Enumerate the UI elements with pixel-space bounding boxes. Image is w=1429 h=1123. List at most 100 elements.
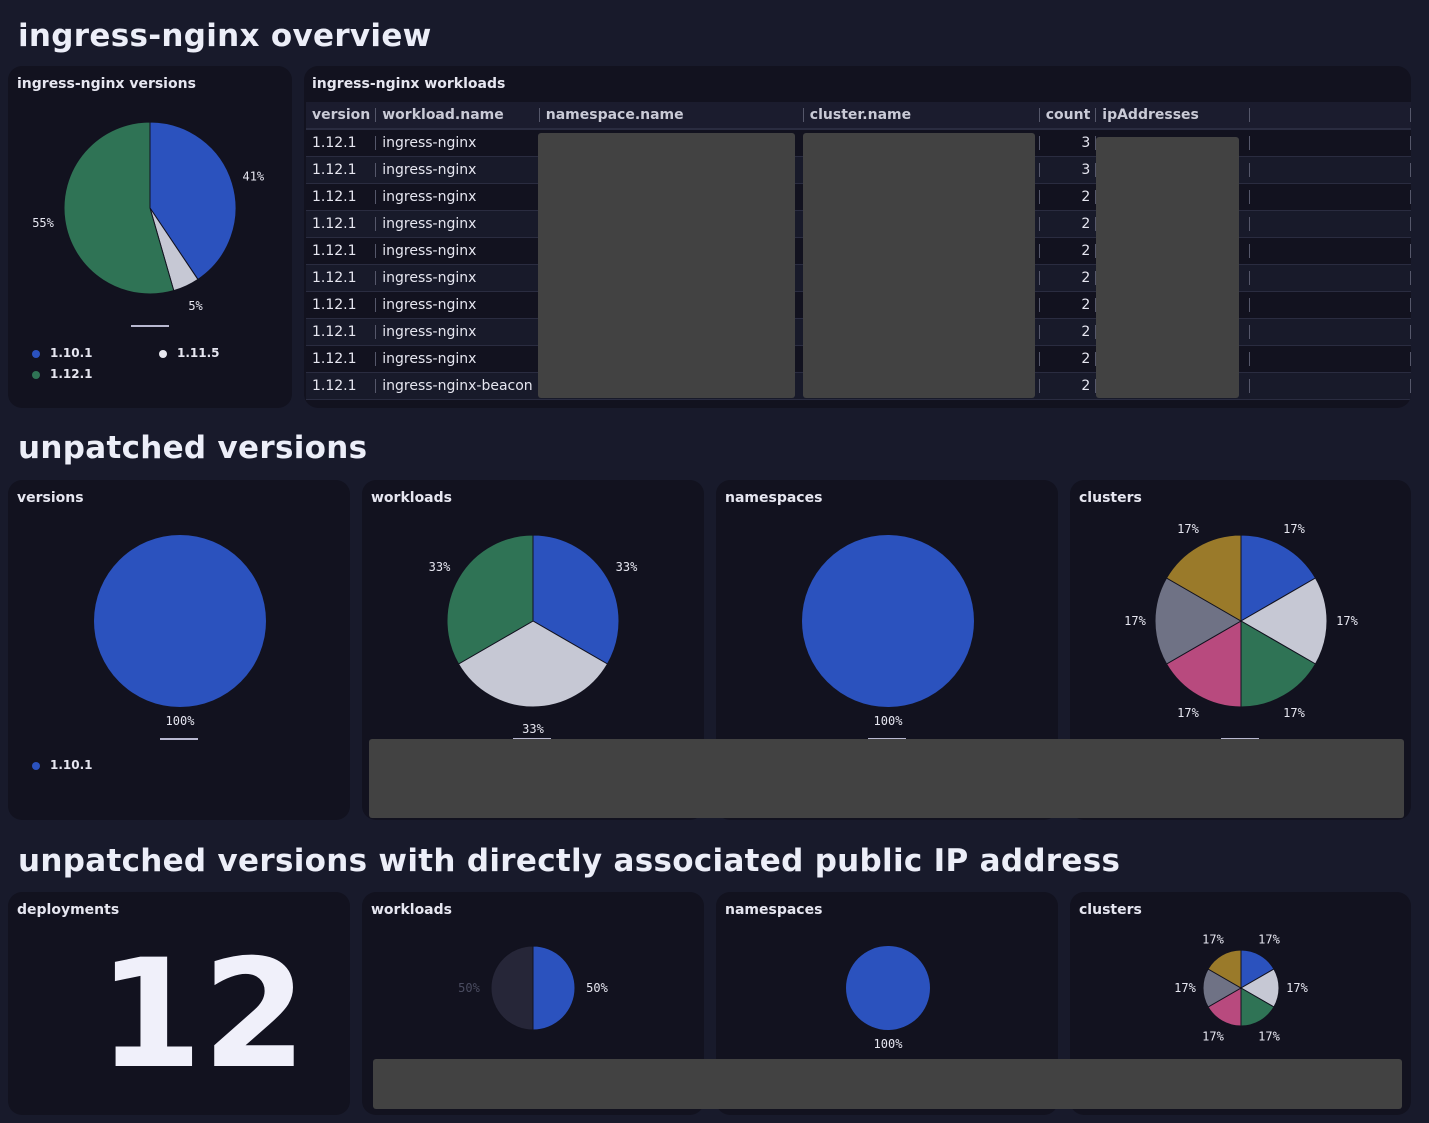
redacted-cluster	[803, 133, 1035, 398]
pie-slice[interactable]	[532, 945, 576, 1031]
column-header-count[interactable]: count	[1039, 102, 1097, 130]
pie-slice[interactable]	[490, 945, 534, 1031]
legend-item[interactable]: 1.11.5	[159, 346, 220, 360]
pie-slice-label: 17%	[1258, 933, 1280, 947]
column-header-namespace[interactable]: namespace.name	[539, 102, 804, 130]
legend-item[interactable]: 1.10.1	[32, 758, 93, 772]
cell-workload: ingress-nginx	[376, 345, 541, 373]
cell-workload: ingress-nginx	[376, 156, 541, 184]
pie-slice-label: 17%	[1124, 614, 1146, 628]
pie-slice-label: 50%	[586, 981, 608, 995]
panel-title: clusters	[1079, 490, 1142, 506]
pie-slice-label: 41%	[242, 170, 264, 184]
pie-slice[interactable]	[1154, 577, 1243, 665]
pie-slice[interactable]	[1240, 620, 1317, 708]
cell-version: 1.12.1	[306, 264, 377, 292]
panel-title: namespaces	[725, 490, 823, 506]
cell-version: 1.12.1	[306, 291, 377, 319]
pie-slice-label: 5%	[188, 299, 203, 313]
cell-workload: ingress-nginx	[376, 237, 541, 265]
pie-slice[interactable]	[1239, 577, 1328, 665]
legend-label: 1.10.1	[50, 758, 93, 772]
cell-workload: ingress-nginx-beacon	[376, 372, 541, 400]
panel-title: ingress-nginx workloads	[312, 76, 506, 92]
panel-title: deployments	[17, 902, 120, 918]
legend-dot-icon	[159, 349, 167, 358]
pie-slice-label: 33%	[616, 560, 638, 574]
cell-count: 2	[1039, 183, 1097, 211]
cell-filler	[1249, 318, 1411, 346]
pie-slice[interactable]	[1165, 620, 1242, 708]
cell-count: 3	[1039, 156, 1097, 184]
cell-count: 2	[1039, 345, 1097, 373]
pie-slice-label: 50%	[458, 981, 480, 995]
pie-slice[interactable]	[532, 534, 620, 665]
column-header-filler	[1249, 102, 1411, 130]
pie-slice-label: 17%	[1174, 981, 1196, 995]
redacted-legends-row2	[369, 739, 1404, 818]
panel-title: ingress-nginx versions	[17, 76, 196, 92]
cell-workload: ingress-nginx	[376, 264, 541, 292]
panel-title: clusters	[1079, 902, 1142, 918]
redacted-ip	[1096, 137, 1239, 398]
section-title-unpatched: unpatched versions	[18, 430, 368, 466]
cell-version: 1.12.1	[306, 345, 377, 373]
pie-slice-label: 17%	[1286, 981, 1308, 995]
cell-filler	[1249, 129, 1411, 157]
cell-version: 1.12.1	[306, 372, 377, 400]
pie-slice[interactable]	[802, 535, 974, 707]
pie-slice[interactable]	[446, 534, 534, 665]
pie-slice-label: 100%	[166, 714, 196, 728]
redacted-namespace	[538, 133, 795, 398]
cell-count: 2	[1039, 264, 1097, 292]
cell-version: 1.12.1	[306, 318, 377, 346]
cell-filler	[1249, 156, 1411, 184]
legend-item[interactable]: 1.10.1	[32, 346, 93, 360]
legend: 1.10.1	[32, 758, 93, 772]
cell-count: 2	[1039, 318, 1097, 346]
pie-slice-label: 100%	[874, 714, 904, 728]
section-title-overview: ingress-nginx overview	[18, 18, 432, 54]
pie-slice-label: 17%	[1177, 522, 1199, 536]
cell-workload: ingress-nginx	[376, 291, 541, 319]
legend-dot-icon	[32, 349, 40, 358]
legend-label: 1.10.1	[50, 346, 93, 360]
legend-pager-indicator	[131, 325, 169, 327]
column-header-version[interactable]: version	[306, 102, 377, 130]
legend-label: 1.11.5	[177, 346, 220, 360]
workloads-table-panel: ingress-nginx workloads version workload…	[304, 66, 1411, 408]
pie-slice[interactable]	[149, 121, 237, 281]
pie-slice-label: 17%	[1283, 706, 1305, 720]
pie-slice[interactable]	[1240, 534, 1317, 622]
cell-count: 2	[1039, 372, 1097, 400]
column-header-workload[interactable]: workload.name	[376, 102, 541, 130]
legend-dot-icon	[32, 370, 40, 379]
cell-count: 3	[1039, 129, 1097, 157]
panel-title: workloads	[371, 902, 452, 918]
legend-item[interactable]: 1.12.1	[32, 367, 93, 381]
legend-dot-icon	[32, 761, 40, 770]
deployments-count: 12	[98, 928, 307, 1102]
pie-slice-label: 55%	[32, 216, 54, 230]
pie-slice[interactable]	[457, 620, 609, 708]
cell-version: 1.12.1	[306, 210, 377, 238]
column-header-cluster[interactable]: cluster.name	[803, 102, 1040, 130]
cell-count: 2	[1039, 237, 1097, 265]
pie-slice-label: 17%	[1177, 706, 1199, 720]
column-header-ip[interactable]: ipAddresses	[1096, 102, 1250, 130]
pie-slice[interactable]	[63, 121, 175, 295]
cell-filler	[1249, 183, 1411, 211]
redacted-legends-row3	[373, 1059, 1402, 1109]
cell-version: 1.12.1	[306, 129, 377, 157]
pie-slice[interactable]	[1207, 949, 1242, 989]
pie-slice-label: 33%	[522, 722, 544, 736]
pie-slice[interactable]	[1165, 534, 1242, 622]
section-title-public-ip: unpatched versions with directly associa…	[18, 843, 1121, 879]
pie-slice-label: 17%	[1336, 614, 1358, 628]
pie-slice[interactable]	[94, 535, 266, 707]
cell-count: 2	[1039, 210, 1097, 238]
panel-title: workloads	[371, 490, 452, 506]
pie-slice[interactable]	[846, 946, 930, 1030]
pie-slice-label: 17%	[1258, 1029, 1280, 1043]
